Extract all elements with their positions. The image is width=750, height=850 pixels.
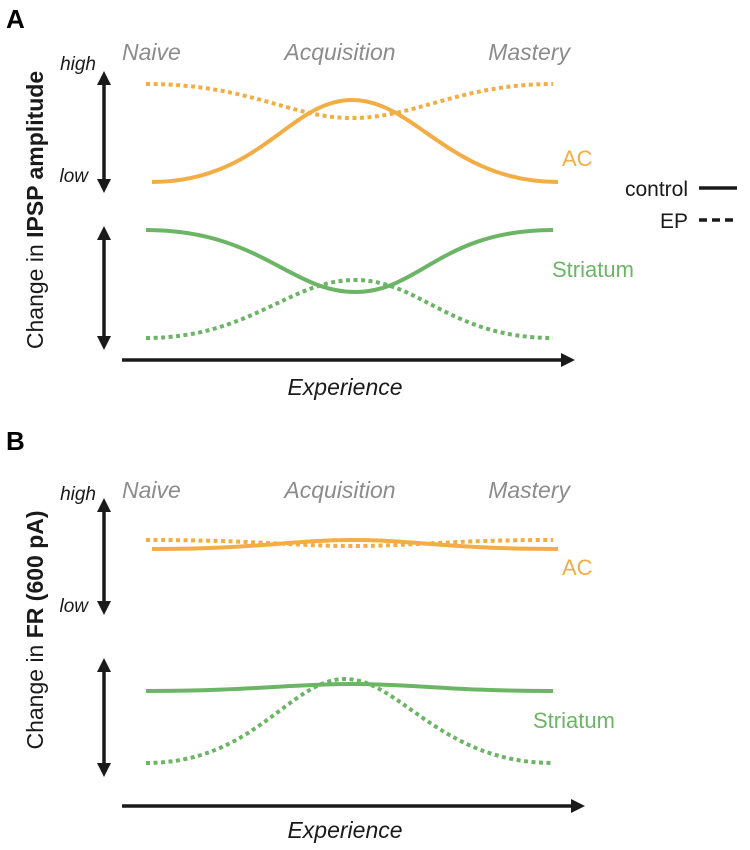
panel-b-y-axis-label: Change in FR (600 pA)	[22, 510, 48, 749]
legend-ep-label: EP	[660, 210, 688, 233]
panel-a-x-axis-label: Experience	[287, 374, 402, 400]
panel-b-low-label: low	[59, 596, 89, 617]
panel-b-stage-mastery: Mastery	[488, 477, 571, 503]
panel-a-y-axis-label-bold: IPSP amplitude	[22, 71, 48, 238]
panel-b-ac-control-curve	[151, 537, 559, 551]
panel-a-ac-label: AC	[562, 146, 593, 171]
panel-a-striatum-ep-curve	[145, 277, 554, 340]
panel-a-stage-mastery: Mastery	[488, 39, 571, 65]
panel-b-letter: B	[6, 426, 25, 456]
panel-b-striatum-ep-curve	[145, 676, 554, 765]
panel-a-y-axis-label-prefix: Change in	[22, 238, 48, 349]
panel-b-high-label: high	[60, 484, 96, 505]
panel-a-high-label: high	[60, 54, 96, 75]
panel-a: A Naive Acquisition Mastery Change in IP…	[6, 4, 737, 400]
panel-b-ac-ep-curve	[145, 538, 554, 549]
panel-a-stage-acquisition: Acquisition	[282, 39, 395, 65]
panel-a-letter: A	[6, 4, 25, 34]
legend-control-label: control	[625, 178, 688, 201]
panel-a-y-axis-label: Change in IPSP amplitude	[22, 71, 48, 349]
panel-b-y-axis-label-bold: FR (600 pA)	[22, 510, 48, 638]
panel-b: B Naive Acquisition Mastery Change in FR…	[6, 426, 615, 843]
panel-b-y-axis-label-prefix: Change in	[22, 638, 48, 749]
panel-a-striatum-label: Striatum	[552, 257, 634, 282]
panel-a-ac-ep-curve	[145, 82, 554, 121]
panel-b-striatum-control-curve	[145, 681, 554, 693]
panel-b-stage-acquisition: Acquisition	[282, 477, 395, 503]
panel-a-stage-naive: Naive	[122, 39, 181, 65]
panel-a-striatum-control-curve	[145, 228, 554, 295]
panel-b-x-axis-label: Experience	[287, 817, 402, 843]
panel-b-ac-label: AC	[562, 555, 593, 580]
panel-a-low-label: low	[59, 166, 89, 187]
panel-b-striatum-label: Striatum	[533, 708, 615, 733]
panel-b-stage-naive: Naive	[122, 477, 181, 503]
panel-a-ac-control-curve	[151, 97, 559, 184]
